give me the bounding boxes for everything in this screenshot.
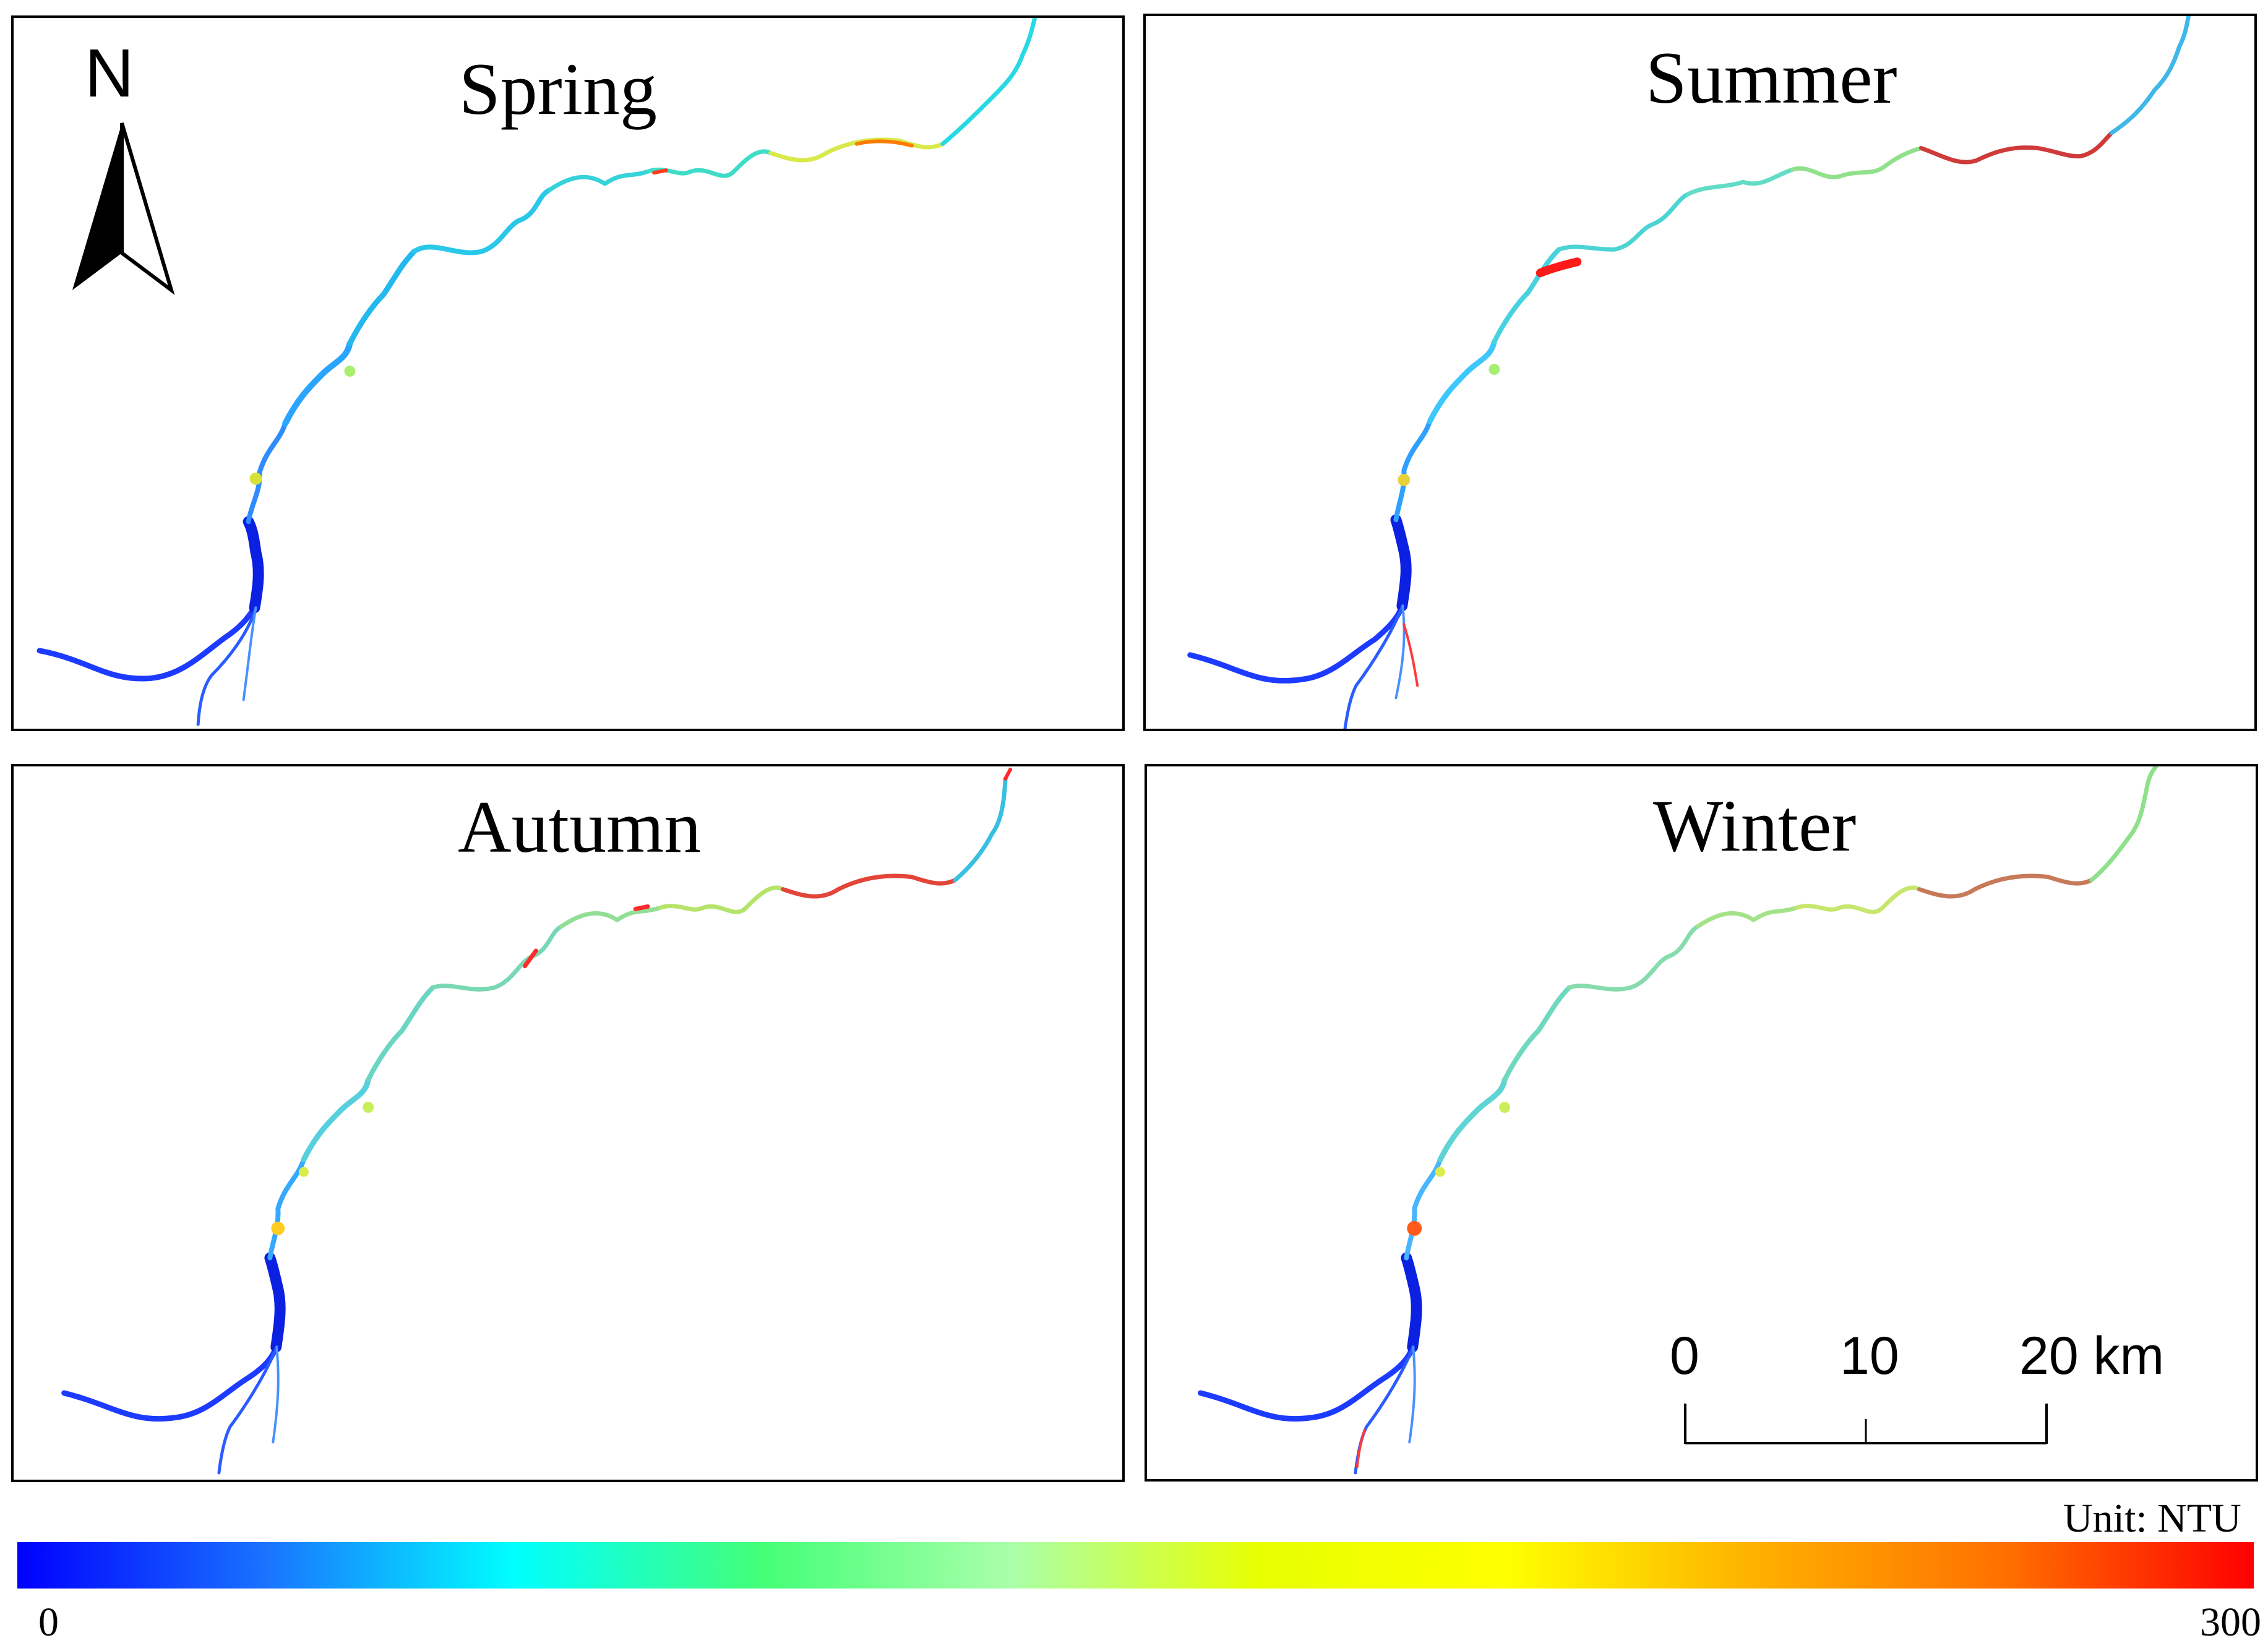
legend-unit: Unit: NTU bbox=[2063, 1496, 2241, 1541]
map-panel-winter: Winter 0 10 20 km bbox=[1145, 764, 2258, 1482]
legend-color-bar bbox=[17, 1542, 2254, 1589]
panel-title-winter: Winter bbox=[1653, 784, 1857, 867]
north-arrow-icon bbox=[72, 122, 175, 295]
panel-title-summer: Summer bbox=[1646, 36, 1897, 119]
river-map-summer bbox=[1187, 16, 2191, 729]
map-panel-summer: Summer bbox=[1143, 14, 2257, 731]
river-map-winter bbox=[1198, 766, 2158, 1475]
river-map-spring bbox=[37, 18, 1037, 726]
map-panel-autumn: Autumn bbox=[11, 764, 1125, 1482]
scale-tick-label-10: 10 bbox=[1840, 1326, 1899, 1386]
scale-tick-label-20km: 20 km bbox=[2019, 1326, 2165, 1386]
north-label: N bbox=[85, 35, 134, 111]
river-map-autumn bbox=[61, 767, 1013, 1475]
panel-title-spring: Spring bbox=[459, 48, 658, 130]
legend-min-label: 0 bbox=[38, 1600, 59, 1645]
scale-bar bbox=[1684, 1404, 2048, 1444]
scale-tick-label-0: 0 bbox=[1670, 1326, 1699, 1386]
panel-title-autumn: Autumn bbox=[458, 786, 702, 868]
legend-max-label: 300 bbox=[2200, 1600, 2261, 1645]
map-panel-spring: N Spring bbox=[11, 15, 1125, 731]
